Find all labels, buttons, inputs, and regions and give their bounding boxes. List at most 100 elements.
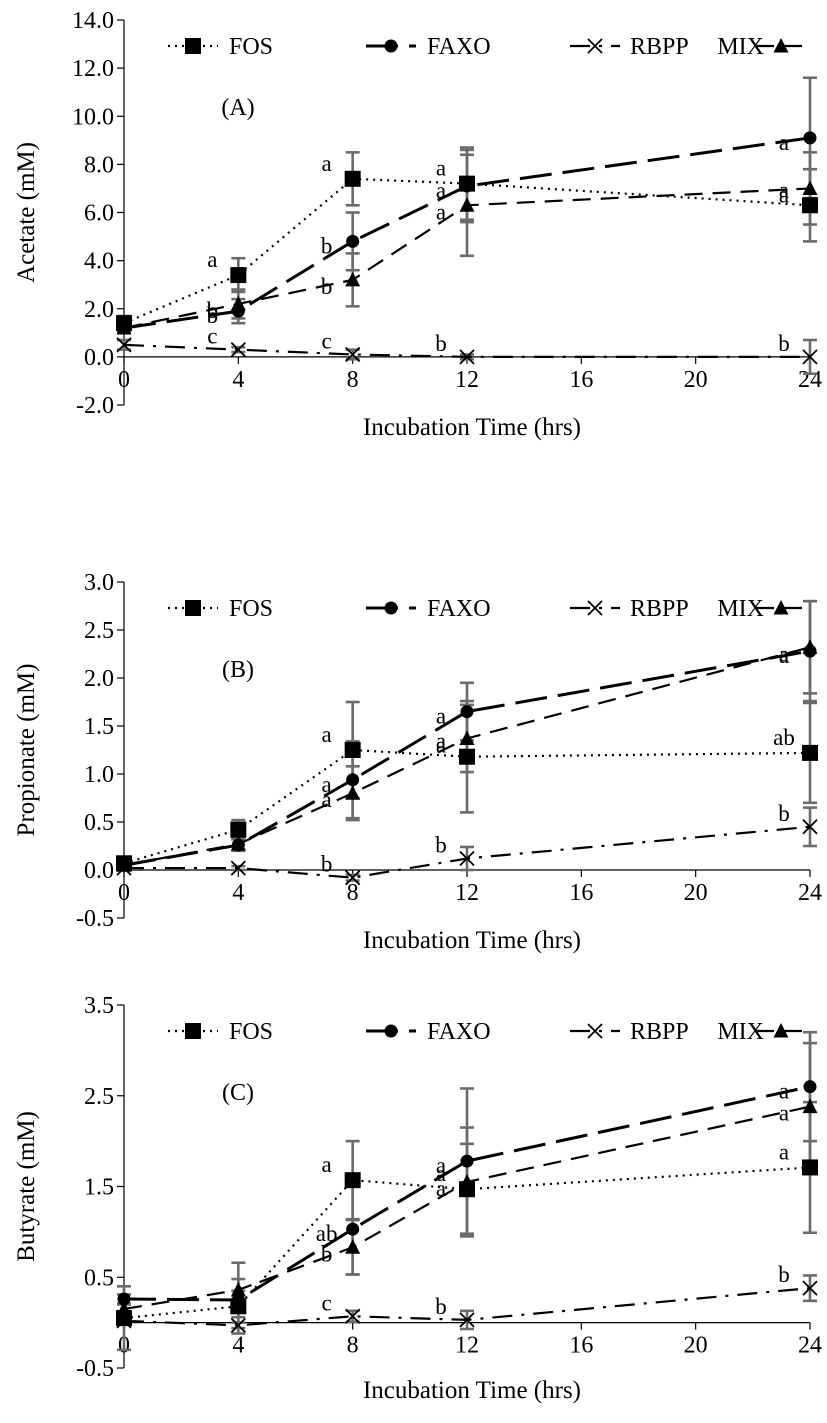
data-point [803,131,817,145]
data-point [460,705,474,719]
data-point [346,1222,360,1236]
legend-label: RBPP [630,34,689,60]
legend-entry-faxo: FAXO [366,596,491,622]
significance-label: a [436,178,446,203]
legend-entry-mix: MIX [717,34,806,60]
series-rbpp: c b b [116,1262,818,1333]
data-point [460,1154,474,1168]
data-point [345,870,361,886]
series-fos: a a ab [116,722,818,872]
data-point [459,1312,475,1328]
legend-label: MIX [717,34,764,60]
legend-marker [384,601,398,615]
x-tick-label: 8 [347,1333,359,1359]
chart-panel-3: -0.50.51.52.53.504812162024Incubation Ti… [13,993,822,1404]
data-point [459,349,475,365]
data-point [802,1098,818,1114]
panel-label: (A) [221,95,254,121]
data-point [459,197,475,212]
y-tick-label: 2.5 [84,1084,114,1110]
significance-label: a [322,1152,332,1177]
data-point [230,342,246,358]
x-tick-label: 20 [684,367,708,393]
x-tick-label: 4 [232,1333,244,1359]
significance-label: b [207,298,219,323]
significance-label: a [322,772,332,797]
data-point [802,744,818,761]
significance-label: a [436,729,446,754]
significance-label: a [436,156,446,181]
significance-label: a [322,787,332,812]
legend-entry-fos: FOS [168,596,273,622]
legend-entry-mix: MIX [717,1019,806,1045]
y-axis-title: Butyrate (mM) [13,1111,40,1262]
data-point [459,730,475,745]
y-tick-label: 1.5 [84,1175,114,1201]
x-tick-label: 8 [347,880,359,906]
significance-label: b [435,1294,447,1319]
significance-label: a [779,182,789,207]
legend-entry-rbpp: RBPP [570,1019,689,1045]
y-tick-label: -2.0 [76,393,114,419]
series-line [123,1085,811,1302]
data-point [116,320,132,335]
data-point [230,1281,246,1297]
y-tick-label: 12.0 [72,56,114,82]
x-axis-title: Incubation Time (hrs) [363,1377,581,1404]
legend-entry-rbpp: RBPP [570,34,689,60]
data-point [116,337,132,353]
legend-marker [773,600,789,615]
data-point [116,1301,132,1316]
y-tick-label: 14.0 [72,8,114,34]
data-point [345,1308,361,1324]
y-tick-label: 0.5 [84,810,114,836]
y-axis-title: Acetate (mM) [13,142,40,283]
data-point [230,836,246,851]
data-point [230,860,246,876]
series-line [123,343,810,358]
significance-label: a [779,641,789,666]
data-point [802,1280,818,1296]
significance-label: a [436,704,446,729]
legend-marker [185,1023,201,1039]
x-tick-label: 4 [232,367,244,393]
x-tick-label: 0 [118,880,130,906]
significance-label: b [778,1262,790,1287]
significance-label: a [779,1101,789,1126]
data-point [802,1159,818,1176]
significance-label: b [321,1241,333,1266]
legend-entry-faxo: FAXO [366,34,491,60]
legend-marker [773,1023,789,1038]
data-point [230,295,246,311]
legend-marker [384,1024,398,1038]
y-tick-label: 2.0 [84,666,114,692]
data-point [802,197,818,214]
data-point [346,773,360,787]
data-point [230,821,247,838]
data-point [116,1313,132,1329]
y-tick-label: 0.0 [84,345,114,371]
legend-entry-fos: FOS [168,1019,273,1045]
legend-label: RBPP [630,596,689,622]
x-axis-title: Incubation Time (hrs) [363,414,581,441]
data-point [803,1080,817,1094]
y-tick-label: 1.5 [84,714,114,740]
significance-label: a [436,199,446,224]
significance-label: b [321,274,333,299]
x-tick-label: 12 [455,1333,479,1359]
significance-label: a [207,247,217,272]
significance-label: a [779,1079,789,1104]
legend-marker [185,600,201,616]
data-point [344,742,361,758]
chart-panel-2: -0.5 0.0 0.5 1.0 1.5 2.0 2.5 3.0 0 4 8 12 16 20 24 Incu… [13,570,822,954]
series-line [123,649,811,867]
data-point [345,346,361,363]
x-tick-label: 24 [798,1333,822,1359]
data-point [230,1317,246,1333]
x-tick-label: 4 [232,880,244,906]
y-tick-label: 3.0 [84,570,114,596]
x-tick-label: 12 [455,880,479,906]
y-axis-title: Propionate (mM) [13,664,40,837]
y-tick-label: 1.0 [84,762,114,788]
